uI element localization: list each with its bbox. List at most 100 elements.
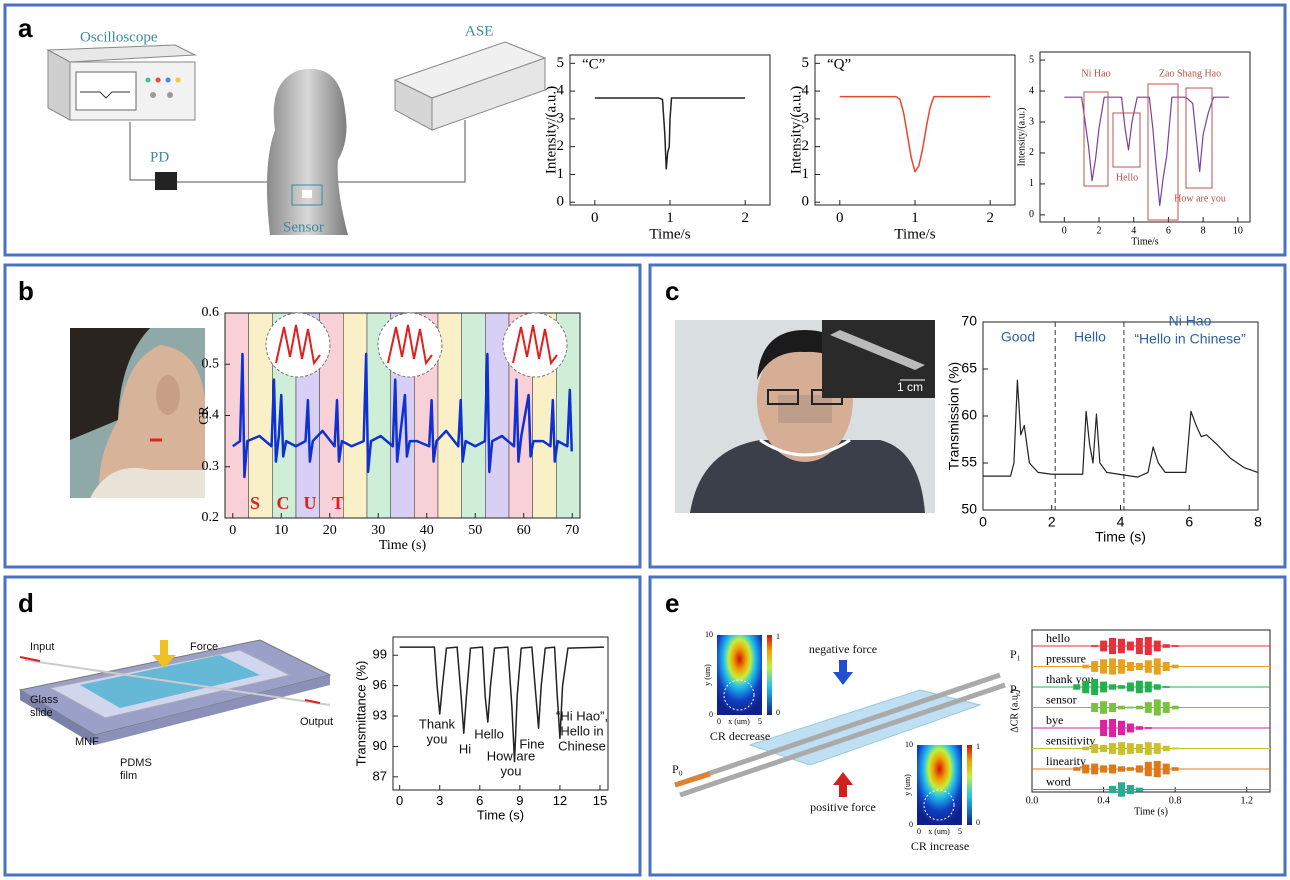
x-tick-label: 0	[836, 210, 844, 226]
inset-tick: 0	[776, 708, 780, 717]
inset-tick: 1	[776, 632, 780, 641]
y-axis-label: Intensity/(a.u.)	[543, 86, 559, 174]
annotation: Good	[1001, 329, 1035, 345]
label-p1: P₁	[1010, 647, 1021, 661]
y-axis-label: Intensity/(a.u.)	[788, 86, 804, 174]
label-output: Output	[300, 716, 333, 728]
annotation: Ni Hao	[1169, 313, 1212, 329]
inset-tick: 5	[958, 827, 962, 836]
y-axis-label: Transmission (%)	[946, 362, 962, 470]
series-label: pressure	[1046, 651, 1086, 665]
x-tick-label: 10	[1233, 225, 1243, 236]
series-label: hello	[1046, 631, 1070, 645]
zoom-inset	[378, 313, 442, 377]
inset-tick: 0	[709, 710, 713, 719]
letter-label: T	[332, 493, 344, 513]
x-tick-label: 6	[476, 793, 483, 808]
x-tick-label: 70	[565, 523, 579, 538]
x-tick-label: 15	[593, 793, 607, 808]
label-force: Force	[190, 641, 218, 653]
label-p0: P₀	[672, 762, 683, 776]
label-increase: CR increase	[911, 839, 969, 853]
x-axis-label: Time (s)	[477, 807, 524, 822]
label-sensor: Sensor	[283, 219, 324, 235]
series-label: word	[1046, 774, 1071, 788]
inset-xlabel: x (um)	[928, 827, 950, 836]
y-tick-label: 4	[1029, 85, 1034, 96]
x-axis-label: Time (s)	[379, 538, 427, 553]
x-tick-label: 6	[1185, 513, 1193, 529]
label-mnf: MNF	[75, 736, 99, 748]
x-tick-label: 8	[1201, 225, 1206, 236]
y-tick-label: 50	[961, 501, 977, 517]
series-label: linearity	[1046, 754, 1086, 768]
annotation-box	[1186, 88, 1212, 188]
diagram-a	[48, 42, 545, 235]
label-decrease: CR decrease	[710, 729, 770, 743]
annotation: Hello in	[560, 723, 603, 738]
inset-tick: 1	[976, 742, 980, 751]
label-oscilloscope: Oscilloscope	[80, 29, 158, 45]
label-film: film	[120, 770, 137, 782]
letter-label: S	[250, 493, 260, 513]
x-tick-label: 0	[229, 523, 236, 538]
annotation: “Q”	[827, 56, 851, 72]
panel-label: b	[18, 276, 34, 306]
y-tick-label: 87	[373, 768, 387, 783]
y-axis-label: Intensity/(a.u.)	[1016, 108, 1027, 167]
annotation: “Hello in Chinese”	[1134, 331, 1246, 347]
y-tick-label: 96	[373, 677, 387, 692]
annotation: Hi	[459, 741, 471, 756]
annotation: “C”	[582, 56, 605, 72]
plot-frame	[983, 322, 1258, 510]
x-tick-label: 6	[1166, 225, 1171, 236]
y-tick-label: 93	[373, 707, 387, 722]
annotation: Fine	[519, 736, 544, 751]
annotation: Ni Hao	[1081, 68, 1110, 79]
y-tick-label: 5	[557, 55, 565, 71]
x-tick-label: 0	[591, 210, 599, 226]
label-input: Input	[30, 641, 54, 653]
x-tick-label: 9	[516, 793, 523, 808]
background-band	[462, 313, 486, 518]
inset-ylabel: y (um)	[703, 664, 712, 686]
label-glass: Glass	[30, 694, 59, 706]
y-tick-label: 0	[557, 194, 565, 210]
annotation: Hello	[1116, 172, 1138, 183]
inset-ylabel: y (um)	[903, 774, 912, 796]
data-line	[840, 97, 990, 172]
y-tick-label: 99	[373, 647, 387, 662]
y-tick-label: 3	[1029, 116, 1034, 127]
inset-tick: 0	[909, 820, 913, 829]
x-tick-label: 4	[1131, 225, 1136, 236]
label-positive: positive force	[810, 800, 876, 814]
x-tick-label: 2	[741, 210, 749, 226]
x-tick-label: 8	[1254, 513, 1262, 529]
series-label: sensitivity	[1046, 733, 1095, 747]
x-tick-label: 0.8	[1169, 795, 1182, 806]
label-slide: slide	[30, 707, 53, 719]
label-ase: ASE	[465, 23, 493, 39]
panel-border	[5, 5, 1285, 255]
photo-b	[70, 328, 205, 498]
data-line	[983, 380, 1258, 477]
x-tick-label: 3	[436, 793, 443, 808]
panel-label: d	[18, 588, 34, 618]
y-tick-label: 0.2	[202, 510, 220, 525]
y-tick-label: 0.5	[202, 356, 220, 371]
panel-label: a	[18, 13, 33, 43]
x-tick-label: 2	[1097, 225, 1102, 236]
annotation: Chinese	[558, 738, 606, 753]
annotation: you	[427, 731, 448, 746]
x-axis-label: Time (s)	[1134, 806, 1168, 817]
y-axis-label: ΔCR (a.u.)	[1009, 689, 1020, 732]
x-tick-label: 40	[420, 523, 434, 538]
y-tick-label: 90	[373, 738, 387, 753]
x-tick-label: 50	[468, 523, 482, 538]
y-tick-label: 0.6	[202, 305, 220, 320]
x-tick-label: 1.2	[1240, 795, 1253, 806]
panel-label: e	[665, 588, 679, 618]
data-line	[1064, 97, 1229, 205]
figure: a b c d e Oscilloscope ASE PD Sensor 1 c…	[0, 0, 1290, 880]
x-tick-label: 0	[979, 513, 987, 529]
